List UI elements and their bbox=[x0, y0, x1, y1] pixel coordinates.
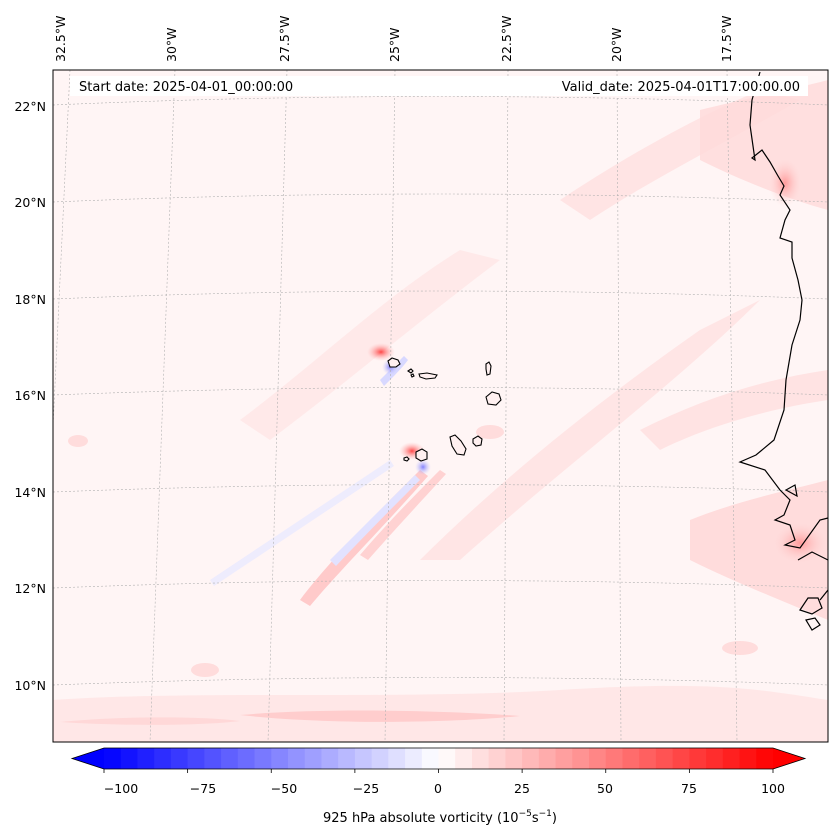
colorbar-segment bbox=[756, 748, 774, 769]
colorbar-segment bbox=[739, 748, 757, 769]
colorbar-segment bbox=[689, 748, 707, 769]
island-sao-vicente bbox=[407, 368, 414, 374]
colorbar-tick-label: −75 bbox=[190, 781, 216, 796]
colorbar-tick-label: −50 bbox=[271, 781, 297, 796]
colorbar-segment bbox=[572, 748, 590, 769]
vorticity-field bbox=[53, 80, 828, 742]
colorbar-segment bbox=[120, 748, 139, 769]
colorbar-segment bbox=[170, 748, 189, 769]
colorbar-segment bbox=[421, 748, 440, 769]
colorbar-segment bbox=[555, 748, 573, 769]
colorbar-segment bbox=[639, 748, 657, 769]
colorbar-segment bbox=[488, 748, 506, 769]
colorbar-segment bbox=[605, 748, 624, 769]
start-date-label: Start date: 2025-04-01_00:00:00 bbox=[79, 80, 293, 95]
graticule bbox=[53, 70, 828, 742]
lon-label: 17.5°W bbox=[719, 16, 734, 62]
colorbar-extend-max bbox=[773, 748, 805, 769]
map-panel bbox=[52, 69, 829, 743]
island-maio bbox=[472, 435, 483, 447]
lat-label: 12°N bbox=[14, 581, 46, 596]
colorbar-segment bbox=[221, 748, 239, 769]
lat-label: 18°N bbox=[14, 292, 46, 307]
colorbar-segment bbox=[338, 748, 356, 769]
island-fogo bbox=[415, 448, 428, 462]
colorbar-segment bbox=[672, 748, 690, 769]
colorbar-segment bbox=[237, 748, 256, 769]
longitude-labels: 32.5°W 30°W 27.5°W 25°W 22.5°W 20°W 17.5… bbox=[53, 16, 734, 62]
lon-label: 32.5°W bbox=[53, 16, 68, 62]
colorbar-segment bbox=[371, 748, 389, 769]
colorbar-segment bbox=[455, 748, 473, 769]
latitude-labels: 22°N 20°N 18°N 16°N 14°N 12°N 10°N bbox=[14, 99, 46, 693]
colorbar-segment bbox=[522, 748, 540, 769]
colorbar-segment bbox=[655, 748, 674, 769]
valid-date-label: Valid_date: 2025-04-01T17:00:00.00 bbox=[562, 80, 800, 95]
colorbar-segment bbox=[538, 748, 557, 769]
colorbar-tick-label: 0 bbox=[434, 781, 442, 796]
colorbar-segment bbox=[271, 748, 289, 769]
lon-label: 27.5°W bbox=[277, 16, 292, 62]
island-brava bbox=[403, 456, 410, 462]
colorbar-segment bbox=[137, 748, 155, 769]
colorbar-segment bbox=[204, 748, 222, 769]
colorbar-segment bbox=[388, 748, 406, 769]
colorbar-ticks: −100 −75 −50 −25 0 25 50 75 100 bbox=[104, 781, 785, 796]
colorbar-segment bbox=[589, 748, 607, 769]
colorbar-segment bbox=[354, 748, 373, 769]
colorbar-label: 925 hPa absolute vorticity (10−5s−1) bbox=[323, 809, 557, 826]
colorbar-tick-label: −25 bbox=[353, 781, 379, 796]
lon-label: 20°W bbox=[609, 27, 624, 62]
lat-label: 14°N bbox=[14, 485, 46, 500]
colorbar-segment bbox=[722, 748, 741, 769]
colorbar-tick-label: 25 bbox=[514, 781, 530, 796]
lon-label: 22.5°W bbox=[499, 16, 514, 62]
colorbar-segment bbox=[321, 748, 339, 769]
colorbar-segment bbox=[622, 748, 640, 769]
island-santiago bbox=[449, 434, 467, 456]
island-boa-vista bbox=[485, 391, 502, 406]
colorbar-segment bbox=[104, 748, 122, 769]
map-frame bbox=[52, 69, 829, 743]
island-santo-antao bbox=[387, 357, 401, 368]
colorbar-extend-min bbox=[72, 748, 104, 769]
lon-label: 25°W bbox=[387, 27, 402, 62]
colorbar-segment bbox=[438, 748, 456, 769]
colorbar-tick-label: 100 bbox=[761, 781, 785, 796]
colorbar-segment bbox=[154, 748, 172, 769]
colorbar-tick-label: 50 bbox=[597, 781, 613, 796]
colorbar-segment bbox=[304, 748, 323, 769]
coastline bbox=[738, 71, 829, 631]
colorbar bbox=[70, 747, 807, 773]
island-sal bbox=[485, 361, 492, 376]
lat-label: 10°N bbox=[14, 678, 46, 693]
colorbar-segment bbox=[471, 748, 490, 769]
colorbar-segment bbox=[187, 748, 205, 769]
banner-background bbox=[70, 76, 808, 96]
colorbar-segment bbox=[706, 748, 724, 769]
colorbar-segment bbox=[505, 748, 523, 769]
colorbar-segment bbox=[254, 748, 272, 769]
island-sao-nicolau bbox=[418, 372, 438, 380]
lat-label: 22°N bbox=[14, 99, 46, 114]
colorbar-segment bbox=[405, 748, 423, 769]
colorbar-tick-label: 75 bbox=[681, 781, 697, 796]
colorbar-segment bbox=[287, 748, 306, 769]
lon-label: 30°W bbox=[164, 27, 179, 62]
colorbar-tick-label: −100 bbox=[104, 781, 138, 796]
cape-verde-islands bbox=[387, 357, 502, 462]
lat-label: 20°N bbox=[14, 195, 46, 210]
lat-label: 16°N bbox=[14, 388, 46, 403]
